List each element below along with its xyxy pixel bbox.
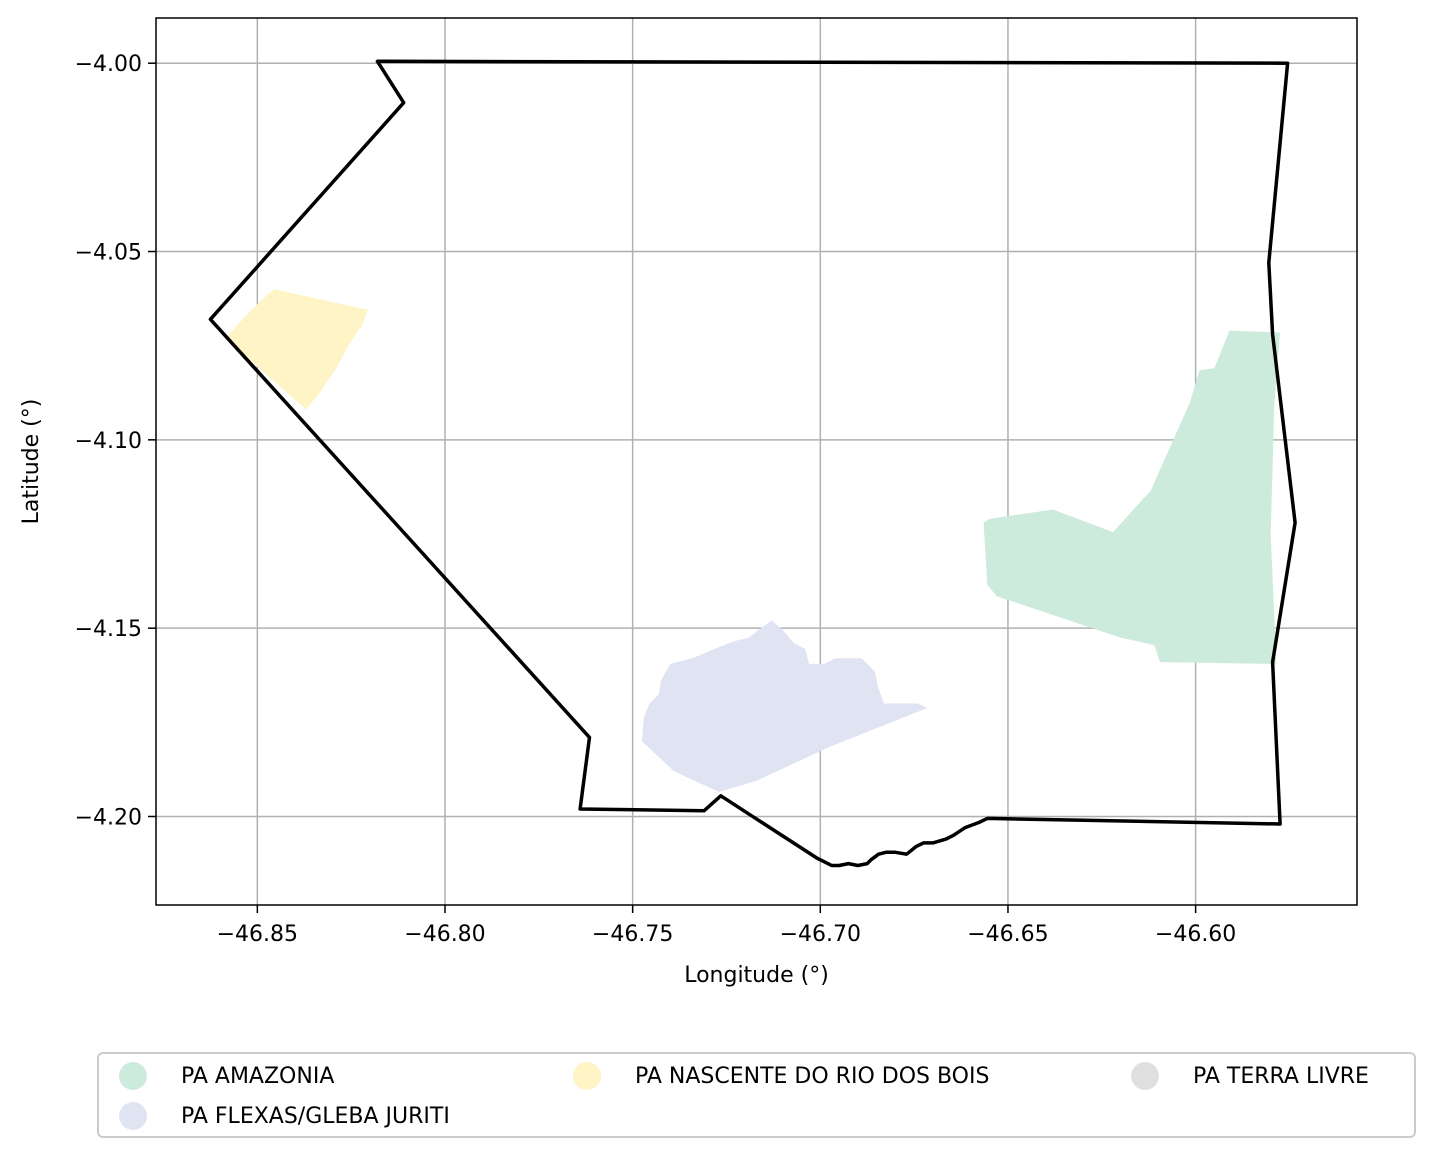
x-tick-label: −46.70 (780, 922, 861, 947)
legend-item: PA TERRA LIVRE (1131, 1056, 1369, 1096)
x-tick-label: −46.85 (217, 922, 298, 947)
y-tick-label: −4.20 (75, 805, 142, 830)
plot-frame (155, 17, 1358, 906)
boundary-outline (208, 59, 1297, 868)
legend-item: PA AMAZONIA (119, 1056, 334, 1096)
legend-label: PA AMAZONIA (181, 1063, 335, 1089)
legend-label: PA FLEXAS/GLEBA JURITI (181, 1103, 450, 1129)
x-tick-label: −46.60 (1155, 922, 1236, 947)
legend-marker (119, 1102, 147, 1130)
parcel-pa-flexas-gleba-juriti (642, 620, 928, 792)
y-tick-label: −4.05 (75, 241, 142, 266)
land-parcels (225, 289, 1281, 792)
municipality-boundary (208, 59, 1297, 868)
x-axis-label: Longitude (°) (684, 963, 829, 988)
map-plot: −46.85 −46.80 −46.75 −46.70 −46.65 −46.60 −4.0… (19, 17, 1358, 988)
x-tick-label: −46.75 (592, 922, 673, 947)
legend-marker (1131, 1062, 1159, 1090)
legend-marker (573, 1062, 601, 1090)
x-tick-label: −46.65 (967, 922, 1048, 947)
legend-item: PA NASCENTE DO RIO DOS BOIS (573, 1056, 989, 1096)
legend-item: PA FLEXAS/GLEBA JURITI (119, 1096, 450, 1136)
legend-marker (119, 1062, 147, 1090)
y-tick-label: −4.10 (75, 429, 142, 454)
parcel-pa-amazonia (983, 330, 1281, 664)
legend-label: PA TERRA LIVRE (1193, 1063, 1369, 1089)
axis-ticks: −46.85 −46.80 −46.75 −46.70 −46.65 −46.60 −4.0… (75, 52, 1237, 947)
parcel-pa-nascente-do-rio-dos-bois (225, 289, 369, 410)
x-tick-label: −46.80 (404, 922, 485, 947)
y-tick-label: −4.00 (75, 52, 142, 77)
legend: PA AMAZONIA PA FLEXAS/GLEBA JURITI PA NASC… (97, 1052, 1416, 1138)
legend-label: PA NASCENTE DO RIO DOS BOIS (635, 1063, 990, 1089)
y-tick-label: −4.15 (75, 617, 142, 642)
y-axis-label: Latitude (°) (19, 399, 44, 525)
